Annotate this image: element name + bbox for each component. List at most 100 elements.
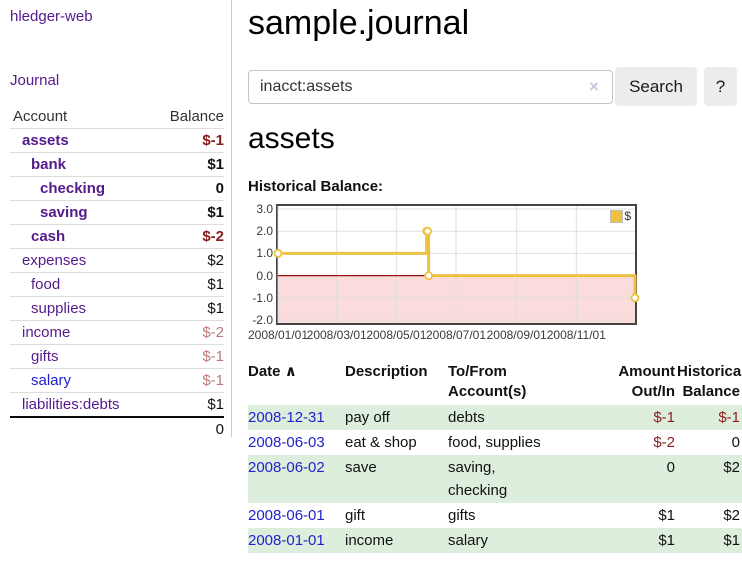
account-row[interactable]: food $1 bbox=[10, 272, 224, 296]
accounts-cell: gifts bbox=[448, 507, 476, 524]
balance-cell: $1 bbox=[723, 532, 740, 549]
account-balance: $1 bbox=[207, 300, 224, 317]
amount-cell: $1 bbox=[658, 532, 675, 549]
account-row[interactable]: gifts $-1 bbox=[10, 344, 224, 368]
account-link-salary[interactable]: salary bbox=[31, 372, 72, 389]
account-link-bank[interactable]: bank bbox=[31, 156, 67, 173]
account-balance: $2 bbox=[207, 252, 224, 269]
balance-cell: $-1 bbox=[718, 409, 740, 426]
account-row[interactable]: income $-2 bbox=[10, 320, 224, 344]
register-row: 2008-06-03 eat & shop food, supplies $-2… bbox=[248, 430, 742, 455]
column-header-amount: Amount Out/In bbox=[618, 363, 675, 400]
account-link-cash[interactable]: cash bbox=[31, 228, 66, 245]
amount-cell: 0 bbox=[666, 459, 675, 476]
amount-cell: $-2 bbox=[653, 434, 675, 451]
x-tick-label: 2008/05/01 bbox=[366, 328, 427, 342]
accounts-cell: saving, checking bbox=[448, 459, 508, 499]
register-row: 2008-06-02 save saving, checking 0 $2 bbox=[248, 455, 742, 503]
account-balance: $1 bbox=[207, 156, 224, 173]
x-tick-label: 2008/03/01 bbox=[306, 328, 367, 342]
sidebar-item-journal[interactable]: Journal bbox=[10, 72, 60, 89]
sidebar: hledger-web Journal Account Balance asse… bbox=[0, 0, 232, 440]
description-cell: gift bbox=[345, 507, 366, 524]
account-row[interactable]: liabilities:debts $1 bbox=[10, 392, 224, 416]
date-link[interactable]: 2008-12-31 bbox=[248, 409, 325, 426]
accounts-cell: salary bbox=[448, 532, 489, 549]
x-tick-label: 2008/01/01 bbox=[247, 328, 309, 342]
account-row[interactable]: saving $1 bbox=[10, 200, 224, 224]
accounts-cell: food, supplies bbox=[448, 434, 541, 451]
description-cell: pay off bbox=[345, 409, 390, 426]
y-tick-label: 0.0 bbox=[256, 268, 273, 283]
account-link-liabilities-debts[interactable]: liabilities:debts bbox=[22, 396, 120, 413]
account-link-gifts[interactable]: gifts bbox=[31, 348, 59, 365]
chart-plot-area: $ bbox=[273, 204, 640, 325]
account-column-header: Account bbox=[13, 107, 68, 125]
account-heading: assets bbox=[248, 122, 335, 155]
accounts-total-value: 0 bbox=[215, 420, 224, 438]
account-link-supplies[interactable]: supplies bbox=[31, 300, 87, 317]
account-link-expenses[interactable]: expenses bbox=[22, 252, 87, 269]
brand-link[interactable]: hledger-web bbox=[10, 8, 93, 25]
x-tick-label: 2008/09/01 bbox=[486, 328, 547, 342]
account-balance: $1 bbox=[207, 204, 224, 221]
register-row: 2008-06-01 gift gifts $1 $2 bbox=[248, 503, 742, 528]
register-row: 2008-01-01 income salary $1 $1 bbox=[248, 528, 742, 553]
clear-search-icon[interactable]: × bbox=[589, 77, 599, 96]
search-input[interactable] bbox=[248, 70, 613, 104]
legend-label: $ bbox=[624, 209, 631, 223]
balance-cell: $2 bbox=[723, 507, 740, 524]
account-row[interactable]: supplies $1 bbox=[10, 296, 224, 320]
register-header-row: Date ∧ Description To/From Account(s) Am… bbox=[248, 362, 742, 405]
account-link-saving[interactable]: saving bbox=[40, 204, 88, 221]
page-title: sample.journal bbox=[248, 4, 470, 42]
account-balance: 0 bbox=[215, 180, 224, 197]
description-cell: income bbox=[345, 532, 394, 549]
account-balance: $-2 bbox=[202, 324, 224, 341]
account-link-assets[interactable]: assets bbox=[22, 132, 69, 149]
date-header-label: Date bbox=[248, 363, 281, 380]
account-balance: $-1 bbox=[202, 132, 224, 149]
chart-title: Historical Balance: bbox=[248, 178, 384, 195]
amount-cell: $1 bbox=[658, 507, 675, 524]
account-row[interactable]: assets $-1 bbox=[10, 128, 224, 152]
account-row[interactable]: bank $1 bbox=[10, 152, 224, 176]
legend-swatch-icon bbox=[610, 209, 624, 223]
column-header-balance: Historical Balance bbox=[677, 363, 742, 400]
chart-canvas bbox=[273, 206, 640, 323]
date-link[interactable]: 2008-06-02 bbox=[248, 459, 325, 476]
amount-cell: $-1 bbox=[653, 409, 675, 426]
account-row[interactable]: salary $-1 bbox=[10, 368, 224, 392]
accounts-table-header: Account Balance bbox=[10, 104, 224, 128]
account-link-checking[interactable]: checking bbox=[40, 180, 106, 197]
y-tick-label: 1.0 bbox=[256, 246, 273, 261]
historical-balance-chart: 3.0 2.0 1.0 0.0 -1.0 -2.0 $ 2008/01/01 2008/03… bbox=[248, 202, 742, 346]
date-link[interactable]: 2008-01-01 bbox=[248, 532, 325, 549]
chart-legend: $ bbox=[610, 209, 631, 223]
x-tick-label: 2008/07/01 bbox=[425, 328, 487, 342]
account-balance: $1 bbox=[207, 396, 224, 413]
account-balance: $-1 bbox=[202, 348, 224, 365]
account-link-income[interactable]: income bbox=[22, 324, 71, 341]
column-header-accounts: To/From Account(s) bbox=[448, 363, 527, 400]
balance-column-header: Balance bbox=[169, 107, 224, 125]
x-tick-label: 2008/11/01 bbox=[546, 328, 606, 342]
help-button[interactable]: ? bbox=[704, 67, 737, 106]
search-button[interactable]: Search bbox=[615, 67, 697, 106]
y-tick-label: 3.0 bbox=[256, 202, 273, 216]
date-link[interactable]: 2008-06-03 bbox=[248, 434, 325, 451]
accounts-total-row: 0 bbox=[10, 416, 224, 440]
account-balance: $-2 bbox=[202, 228, 224, 245]
description-cell: save bbox=[345, 459, 377, 476]
account-row[interactable]: cash $-2 bbox=[10, 224, 224, 248]
y-tick-label: 2.0 bbox=[256, 224, 273, 239]
date-link[interactable]: 2008-06-01 bbox=[248, 507, 325, 524]
account-link-food[interactable]: food bbox=[31, 276, 61, 293]
column-header-description: Description bbox=[345, 363, 428, 380]
column-header-date[interactable]: Date ∧ bbox=[248, 362, 345, 405]
account-row[interactable]: checking 0 bbox=[10, 176, 224, 200]
sort-asc-icon: ∧ bbox=[284, 363, 297, 380]
balance-cell: 0 bbox=[731, 434, 740, 451]
account-row[interactable]: expenses $2 bbox=[10, 248, 224, 272]
